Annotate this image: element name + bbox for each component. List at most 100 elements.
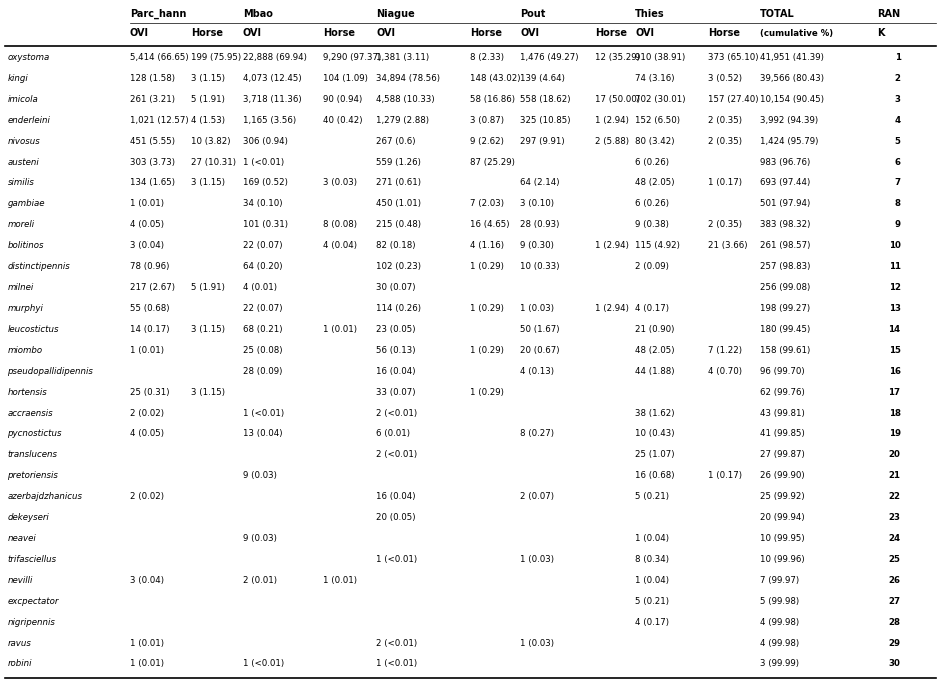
Text: 12 (35.29): 12 (35.29) bbox=[595, 53, 640, 62]
Text: 40 (0.42): 40 (0.42) bbox=[323, 116, 362, 125]
Text: 910 (38.91): 910 (38.91) bbox=[635, 53, 685, 62]
Text: 4 (0.17): 4 (0.17) bbox=[635, 618, 669, 627]
Text: 3 (0.52): 3 (0.52) bbox=[708, 74, 742, 83]
Text: 25 (99.92): 25 (99.92) bbox=[760, 492, 805, 501]
Text: 27 (99.87): 27 (99.87) bbox=[760, 450, 805, 460]
Text: 693 (97.44): 693 (97.44) bbox=[760, 179, 810, 188]
Text: hortensis: hortensis bbox=[8, 387, 47, 397]
Text: 64 (2.14): 64 (2.14) bbox=[520, 179, 560, 188]
Text: OVI: OVI bbox=[520, 27, 539, 38]
Text: 8 (0.27): 8 (0.27) bbox=[520, 430, 554, 439]
Text: 10 (0.43): 10 (0.43) bbox=[635, 430, 675, 439]
Text: 8: 8 bbox=[895, 199, 901, 209]
Text: 9 (0.30): 9 (0.30) bbox=[520, 241, 554, 250]
Text: 3 (1.15): 3 (1.15) bbox=[191, 74, 225, 83]
Text: 2 (0.35): 2 (0.35) bbox=[708, 116, 742, 125]
Text: 297 (9.91): 297 (9.91) bbox=[520, 136, 565, 146]
Text: 3 (1.15): 3 (1.15) bbox=[191, 387, 225, 397]
Text: 1 (2.94): 1 (2.94) bbox=[595, 241, 629, 250]
Text: 10 (99.95): 10 (99.95) bbox=[760, 534, 805, 543]
Text: 4 (0.70): 4 (0.70) bbox=[708, 367, 742, 376]
Text: 10: 10 bbox=[888, 241, 901, 250]
Text: 4 (0.05): 4 (0.05) bbox=[130, 220, 164, 229]
Text: 256 (99.08): 256 (99.08) bbox=[760, 283, 810, 292]
Text: 9 (0.03): 9 (0.03) bbox=[243, 471, 277, 480]
Text: 2 (0.35): 2 (0.35) bbox=[708, 220, 742, 229]
Text: 6 (0.26): 6 (0.26) bbox=[635, 158, 669, 166]
Text: 199 (75.95): 199 (75.95) bbox=[191, 53, 241, 62]
Text: 41,951 (41.39): 41,951 (41.39) bbox=[760, 53, 824, 62]
Text: nigripennis: nigripennis bbox=[8, 618, 56, 627]
Text: 157 (27.40): 157 (27.40) bbox=[708, 95, 758, 104]
Text: 3,992 (94.39): 3,992 (94.39) bbox=[760, 116, 819, 125]
Text: trifasciellus: trifasciellus bbox=[8, 555, 56, 564]
Text: 271 (0.61): 271 (0.61) bbox=[376, 179, 422, 188]
Text: 3: 3 bbox=[895, 95, 901, 104]
Text: 10,154 (90.45): 10,154 (90.45) bbox=[760, 95, 824, 104]
Text: austeni: austeni bbox=[8, 158, 40, 166]
Text: gambiae: gambiae bbox=[8, 199, 45, 209]
Text: 1 (<0.01): 1 (<0.01) bbox=[243, 409, 284, 417]
Text: moreli: moreli bbox=[8, 220, 35, 229]
Text: miombo: miombo bbox=[8, 346, 42, 355]
Text: nivosus: nivosus bbox=[8, 136, 40, 146]
Text: 5 (1.91): 5 (1.91) bbox=[191, 95, 225, 104]
Text: 58 (16.86): 58 (16.86) bbox=[470, 95, 516, 104]
Text: 3 (0.87): 3 (0.87) bbox=[470, 116, 504, 125]
Text: 25: 25 bbox=[888, 555, 901, 564]
Text: 41 (99.85): 41 (99.85) bbox=[760, 430, 805, 439]
Text: 1 (0.01): 1 (0.01) bbox=[130, 199, 164, 209]
Text: 30: 30 bbox=[888, 659, 901, 668]
Text: 13: 13 bbox=[888, 304, 901, 313]
Text: 373 (65.10): 373 (65.10) bbox=[708, 53, 758, 62]
Text: 1 (<0.01): 1 (<0.01) bbox=[376, 659, 418, 668]
Text: Horse: Horse bbox=[595, 27, 627, 38]
Text: 180 (99.45): 180 (99.45) bbox=[760, 325, 810, 334]
Text: 16 (0.68): 16 (0.68) bbox=[635, 471, 675, 480]
Text: 38 (1.62): 38 (1.62) bbox=[635, 409, 675, 417]
Text: 3 (0.10): 3 (0.10) bbox=[520, 199, 554, 209]
Text: Thies: Thies bbox=[635, 9, 664, 19]
Text: 104 (1.09): 104 (1.09) bbox=[323, 74, 368, 83]
Text: 5 (0.21): 5 (0.21) bbox=[635, 492, 669, 501]
Text: leucostictus: leucostictus bbox=[8, 325, 59, 334]
Text: 48 (2.05): 48 (2.05) bbox=[635, 346, 675, 355]
Text: 48 (2.05): 48 (2.05) bbox=[635, 179, 675, 188]
Text: 2 (0.02): 2 (0.02) bbox=[130, 409, 164, 417]
Text: 22: 22 bbox=[888, 492, 901, 501]
Text: 1 (<0.01): 1 (<0.01) bbox=[243, 158, 284, 166]
Text: 7 (1.22): 7 (1.22) bbox=[708, 346, 742, 355]
Text: 267 (0.6): 267 (0.6) bbox=[376, 136, 416, 146]
Text: K: K bbox=[877, 27, 885, 38]
Text: 74 (3.16): 74 (3.16) bbox=[635, 74, 675, 83]
Text: 28 (0.93): 28 (0.93) bbox=[520, 220, 560, 229]
Text: 28 (0.09): 28 (0.09) bbox=[243, 367, 282, 376]
Text: 9: 9 bbox=[895, 220, 901, 229]
Text: 16 (0.04): 16 (0.04) bbox=[376, 492, 416, 501]
Text: 559 (1.26): 559 (1.26) bbox=[376, 158, 422, 166]
Text: 17 (50.00): 17 (50.00) bbox=[595, 95, 640, 104]
Text: 3 (0.04): 3 (0.04) bbox=[130, 576, 164, 585]
Text: 29: 29 bbox=[888, 638, 901, 648]
Text: 1 (0.01): 1 (0.01) bbox=[130, 659, 164, 668]
Text: 25 (0.08): 25 (0.08) bbox=[243, 346, 282, 355]
Text: 501 (97.94): 501 (97.94) bbox=[760, 199, 810, 209]
Text: 9,290 (97.37): 9,290 (97.37) bbox=[323, 53, 381, 62]
Text: 23 (0.05): 23 (0.05) bbox=[376, 325, 416, 334]
Text: 23: 23 bbox=[888, 513, 901, 522]
Text: 2 (<0.01): 2 (<0.01) bbox=[376, 409, 418, 417]
Text: milnei: milnei bbox=[8, 283, 34, 292]
Text: 20 (0.67): 20 (0.67) bbox=[520, 346, 560, 355]
Text: 1,424 (95.79): 1,424 (95.79) bbox=[760, 136, 819, 146]
Text: 8 (2.33): 8 (2.33) bbox=[470, 53, 504, 62]
Text: 2 (5.88): 2 (5.88) bbox=[595, 136, 629, 146]
Text: 25 (1.07): 25 (1.07) bbox=[635, 450, 675, 460]
Text: Horse: Horse bbox=[191, 27, 223, 38]
Text: 43 (99.81): 43 (99.81) bbox=[760, 409, 805, 417]
Text: 1 (0.04): 1 (0.04) bbox=[635, 534, 669, 543]
Text: 115 (4.92): 115 (4.92) bbox=[635, 241, 680, 250]
Text: oxystoma: oxystoma bbox=[8, 53, 50, 62]
Text: 10 (3.82): 10 (3.82) bbox=[191, 136, 231, 146]
Text: 5 (99.98): 5 (99.98) bbox=[760, 597, 800, 606]
Text: 128 (1.58): 128 (1.58) bbox=[130, 74, 175, 83]
